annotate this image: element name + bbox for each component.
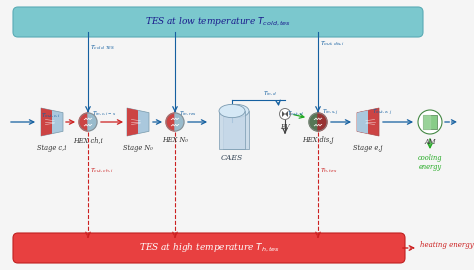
Polygon shape (309, 113, 318, 131)
Text: HEX N₀: HEX N₀ (162, 136, 188, 144)
Text: $T_{out,dis,i}$: $T_{out,dis,i}$ (320, 40, 345, 48)
Ellipse shape (219, 104, 245, 118)
Polygon shape (282, 111, 285, 117)
Polygon shape (285, 111, 288, 117)
Text: cooling
energy: cooling energy (418, 154, 442, 171)
Text: $T_{out,c,i}$: $T_{out,c,i}$ (41, 112, 61, 120)
Circle shape (280, 109, 291, 120)
Text: CAES: CAES (221, 154, 243, 162)
Polygon shape (166, 113, 175, 131)
FancyBboxPatch shape (423, 115, 437, 129)
Text: heating energy: heating energy (420, 241, 474, 249)
Text: $T_{cold,TES}$: $T_{cold,TES}$ (90, 44, 115, 52)
Text: $T_{in,s,j}$: $T_{in,s,j}$ (322, 108, 339, 118)
Text: $T_{cut,ch,i}$: $T_{cut,ch,i}$ (90, 167, 114, 175)
Text: HEX dis,j: HEX dis,j (302, 136, 334, 144)
Text: $T_{in,res}$: $T_{in,res}$ (179, 110, 197, 118)
Text: TES at low temperature $T_{cold,tes}$: TES at low temperature $T_{cold,tes}$ (145, 16, 291, 28)
Circle shape (418, 110, 442, 134)
Text: TES at high temperature $T_{h,tes}$: TES at high temperature $T_{h,tes}$ (138, 242, 280, 254)
Polygon shape (175, 113, 184, 131)
Text: $T_{out,e,j}$: $T_{out,e,j}$ (372, 108, 392, 118)
Polygon shape (88, 113, 97, 131)
Polygon shape (357, 108, 379, 136)
Polygon shape (318, 113, 327, 131)
Polygon shape (79, 113, 88, 131)
FancyBboxPatch shape (13, 7, 423, 37)
Text: AM: AM (424, 138, 436, 146)
Polygon shape (357, 110, 368, 134)
Text: $T_{in,c,i-s}$: $T_{in,c,i-s}$ (92, 110, 116, 118)
Text: EV: EV (280, 123, 290, 131)
Polygon shape (41, 108, 52, 136)
Text: HEX ch,i: HEX ch,i (73, 136, 103, 144)
Text: Stage N₀: Stage N₀ (123, 144, 153, 152)
FancyBboxPatch shape (223, 111, 249, 149)
Polygon shape (127, 108, 149, 136)
Text: $T_{out,d}$: $T_{out,d}$ (287, 110, 304, 118)
Text: $T_{in,d}$: $T_{in,d}$ (263, 90, 277, 98)
Ellipse shape (223, 104, 249, 118)
Text: Stage e,j: Stage e,j (353, 144, 383, 152)
Polygon shape (41, 108, 63, 136)
FancyBboxPatch shape (219, 111, 245, 149)
Text: Stage c,i: Stage c,i (37, 144, 67, 152)
Polygon shape (127, 108, 138, 136)
Text: $T_{h,tes}$: $T_{h,tes}$ (320, 167, 337, 175)
FancyBboxPatch shape (13, 233, 405, 263)
